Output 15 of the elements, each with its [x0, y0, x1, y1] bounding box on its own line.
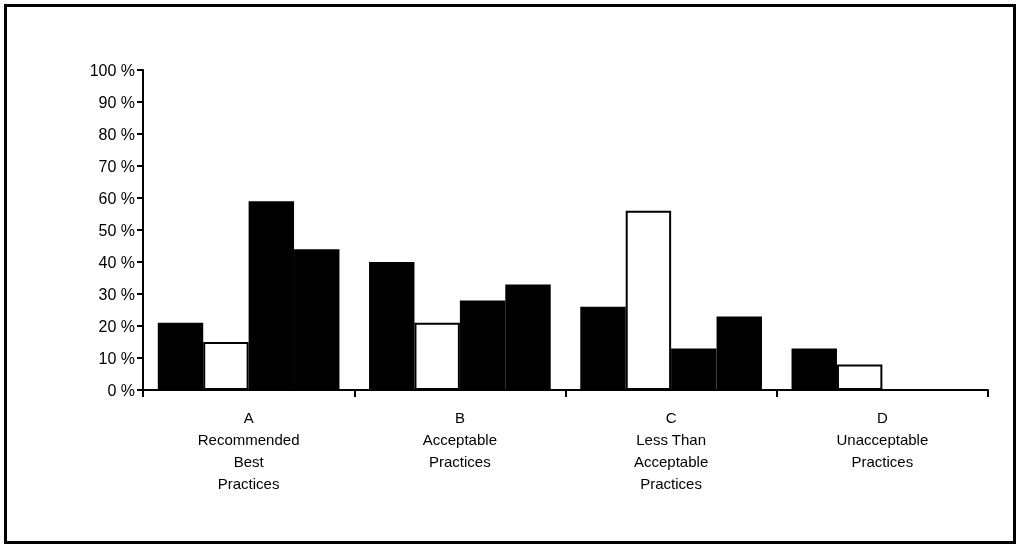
- x-tick-label: A Recommended Best Practices: [197, 408, 300, 492]
- y-tick-label: 10 %: [98, 349, 135, 367]
- y-tick-label: 90 %: [98, 93, 135, 111]
- y-tick-label: 40 %: [98, 253, 135, 271]
- y-tick-label: 0 %: [107, 381, 135, 399]
- y-tick-label: 20 %: [98, 317, 135, 335]
- x-tick-label: D Unacceptable Practices: [836, 408, 929, 470]
- y-tick-label: 30 %: [98, 285, 135, 303]
- y-tick-label: 60 %: [98, 189, 135, 207]
- y-tick-label: 80 %: [98, 125, 135, 143]
- x-tick-label: C Less Than Acceptable Practices: [634, 408, 709, 492]
- y-tick-label: 50 %: [98, 221, 135, 239]
- y-tick-label: 100 %: [89, 61, 135, 79]
- x-tick-label: B Acceptable Practices: [422, 408, 497, 470]
- y-tick-label: 70 %: [98, 157, 135, 175]
